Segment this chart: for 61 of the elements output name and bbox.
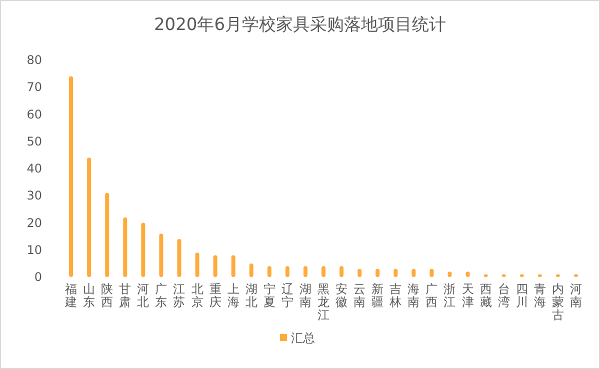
x-tick-label: 黑龙江	[318, 282, 330, 322]
bar	[213, 255, 218, 277]
x-tick-label: 西藏	[480, 282, 492, 309]
y-tick-label: 40	[26, 162, 42, 176]
bar	[358, 268, 362, 277]
bar	[141, 222, 146, 277]
x-tick-label: 新疆	[372, 282, 384, 309]
x-tick-label: 河北	[137, 282, 150, 309]
y-tick-label: 0	[34, 270, 42, 284]
x-tick-label: 宁夏	[263, 282, 276, 309]
bar	[376, 268, 380, 277]
bar	[430, 268, 434, 277]
x-tick-label: 广东	[155, 282, 168, 309]
x-tick-label: 湖南	[299, 282, 312, 309]
x-tick-label: 天津	[462, 282, 474, 309]
x-tick-label: 湖北	[245, 282, 258, 309]
x-tick-label: 四川	[516, 282, 528, 309]
x-tick-label: 海南	[408, 282, 420, 309]
y-tick-label: 10	[26, 242, 42, 257]
bar	[267, 266, 272, 277]
x-tick-label: 山东	[83, 282, 96, 309]
legend-label: 汇总	[291, 331, 315, 345]
x-tick-label: 吉林	[388, 282, 402, 309]
y-tick-label: 60	[26, 107, 42, 122]
y-tick-label: 80	[26, 53, 42, 67]
bar	[69, 76, 74, 277]
bar	[394, 268, 398, 277]
bar	[303, 266, 308, 277]
bar	[87, 158, 92, 277]
x-tick-label: 辽宁	[281, 282, 294, 309]
bar	[285, 266, 290, 277]
bar	[340, 266, 344, 277]
x-tick-label: 广西	[426, 282, 438, 309]
x-tick-label: 浙江	[444, 282, 456, 309]
bar	[159, 234, 164, 277]
x-tick-label: 陕西	[101, 282, 114, 309]
x-tick-label: 江苏	[173, 282, 186, 309]
y-tick-label: 50	[26, 134, 42, 148]
bar	[177, 239, 182, 277]
x-tick-label: 内蒙古	[552, 282, 564, 322]
x-tick-label: 台湾	[498, 282, 510, 309]
y-tick-label: 70	[26, 80, 42, 94]
y-tick-label: 20	[26, 216, 42, 230]
y-tick-label: 30	[26, 188, 42, 203]
x-tick-label: 福建	[64, 282, 78, 309]
x-tick-label: 上海	[227, 282, 240, 309]
x-tick-label: 云南	[354, 282, 366, 309]
x-tick-label: 重庆	[209, 282, 222, 309]
bar	[322, 266, 326, 277]
bar	[231, 255, 236, 277]
x-tick-label: 青海	[534, 282, 546, 309]
x-tick-label: 安徽	[336, 282, 348, 309]
bar	[123, 217, 128, 277]
bar	[412, 268, 416, 277]
x-tick-label: 北京	[191, 282, 204, 309]
chart-title: 2020年6月学校家具采购落地项目统计	[154, 15, 446, 35]
x-tick-label: 甘肃	[119, 282, 132, 309]
bar	[195, 252, 200, 277]
bar	[105, 192, 110, 277]
bar	[249, 263, 254, 277]
x-tick-label: 河南	[570, 282, 582, 309]
